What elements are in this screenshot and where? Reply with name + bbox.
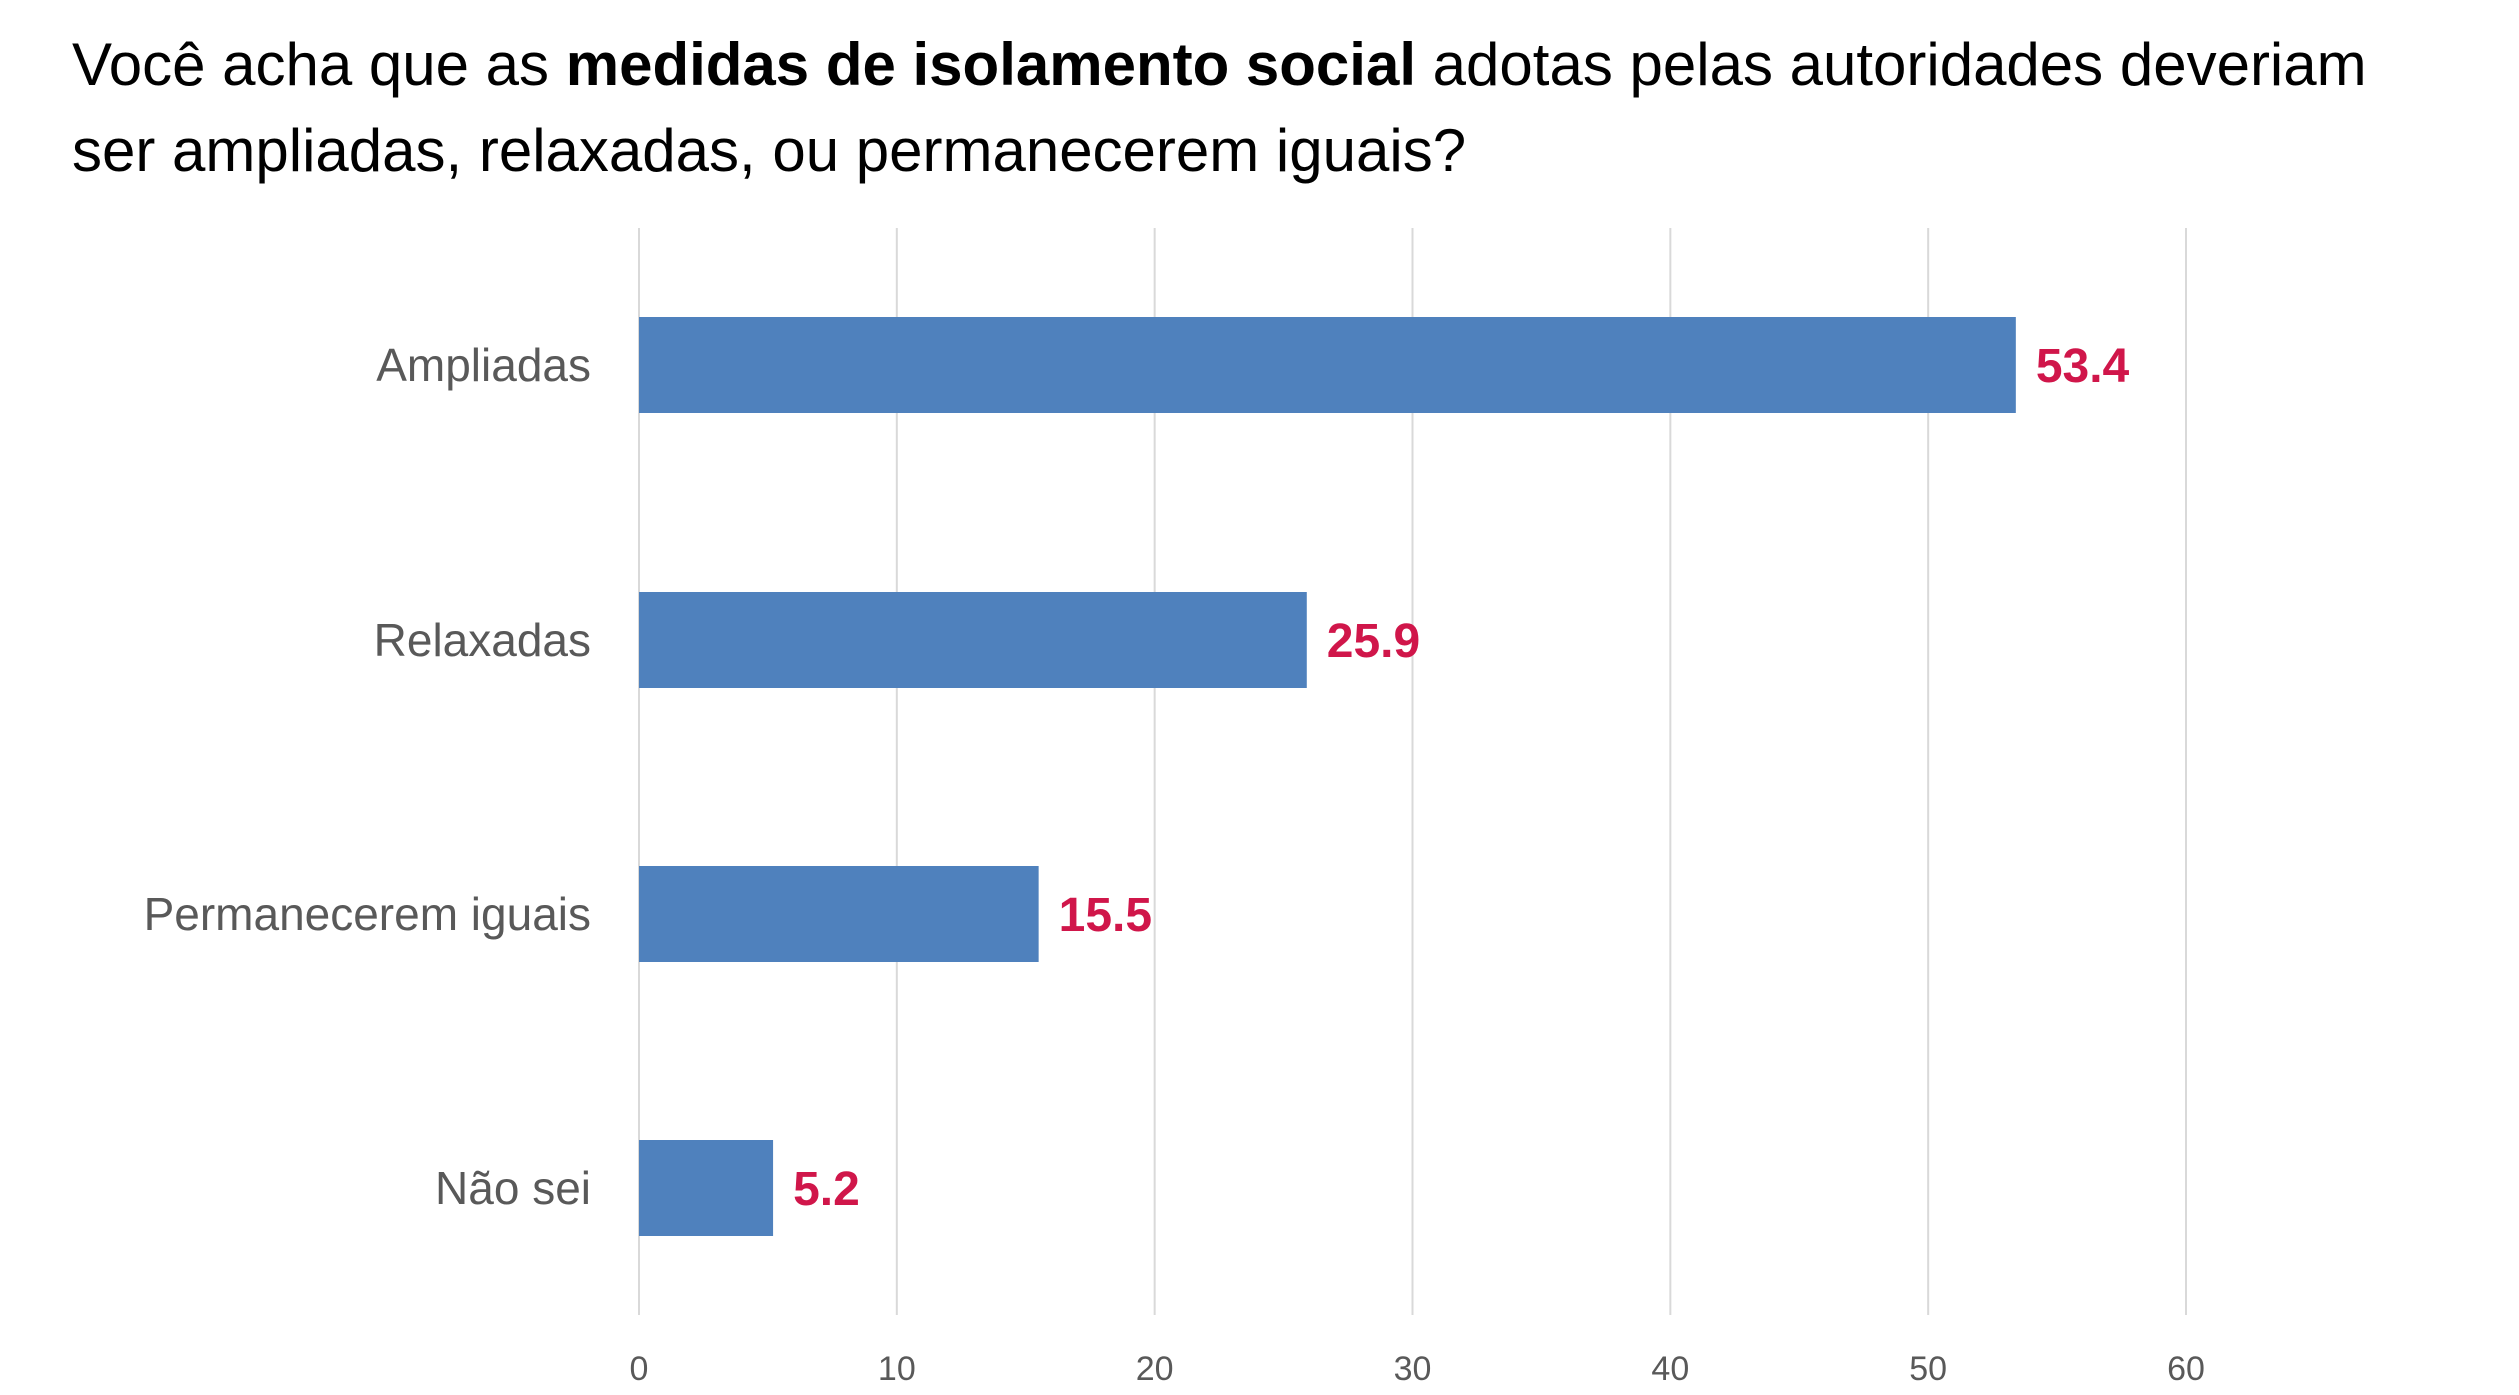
value-label: 53.4	[2036, 340, 2130, 393]
category-label: Relaxadas	[374, 614, 591, 666]
chart-title-emphasis: medidas de isolamento social	[565, 31, 1417, 98]
x-tick-label: 10	[878, 1350, 916, 1388]
category-label: Ampliadas	[376, 339, 591, 391]
category-label: Não sei	[435, 1162, 591, 1214]
value-labels: 53.4 25.9 15.5 5.2	[793, 340, 2129, 1216]
x-axis-tick-labels: 0 10 20 30 40 50 60	[630, 1350, 2205, 1388]
x-tick-label: 0	[630, 1350, 649, 1388]
bar	[639, 317, 2016, 413]
x-tick-label: 50	[1909, 1350, 1947, 1388]
category-labels: Ampliadas Relaxadas Permanecerem iguais Não…	[144, 339, 591, 1214]
x-tick-label: 30	[1394, 1350, 1432, 1388]
x-tick-label: 40	[1651, 1350, 1689, 1388]
bar	[639, 866, 1039, 962]
bar	[639, 592, 1307, 688]
category-label: Permanecerem iguais	[144, 888, 591, 940]
x-tick-label: 60	[2167, 1350, 2205, 1388]
value-label: 15.5	[1059, 889, 1152, 942]
bars	[639, 317, 2016, 1236]
chart-title-prefix: Você acha que as	[72, 31, 566, 98]
chart-title: Você acha que as medidas de isolamento s…	[72, 22, 2372, 194]
value-label: 5.2	[793, 1163, 860, 1216]
value-label: 25.9	[1327, 615, 1420, 668]
chart-title-suffix: adotas pelas autoridades deveriam ser am…	[72, 31, 2367, 184]
bar	[639, 1140, 774, 1236]
x-tick-label: 20	[1136, 1350, 1174, 1388]
